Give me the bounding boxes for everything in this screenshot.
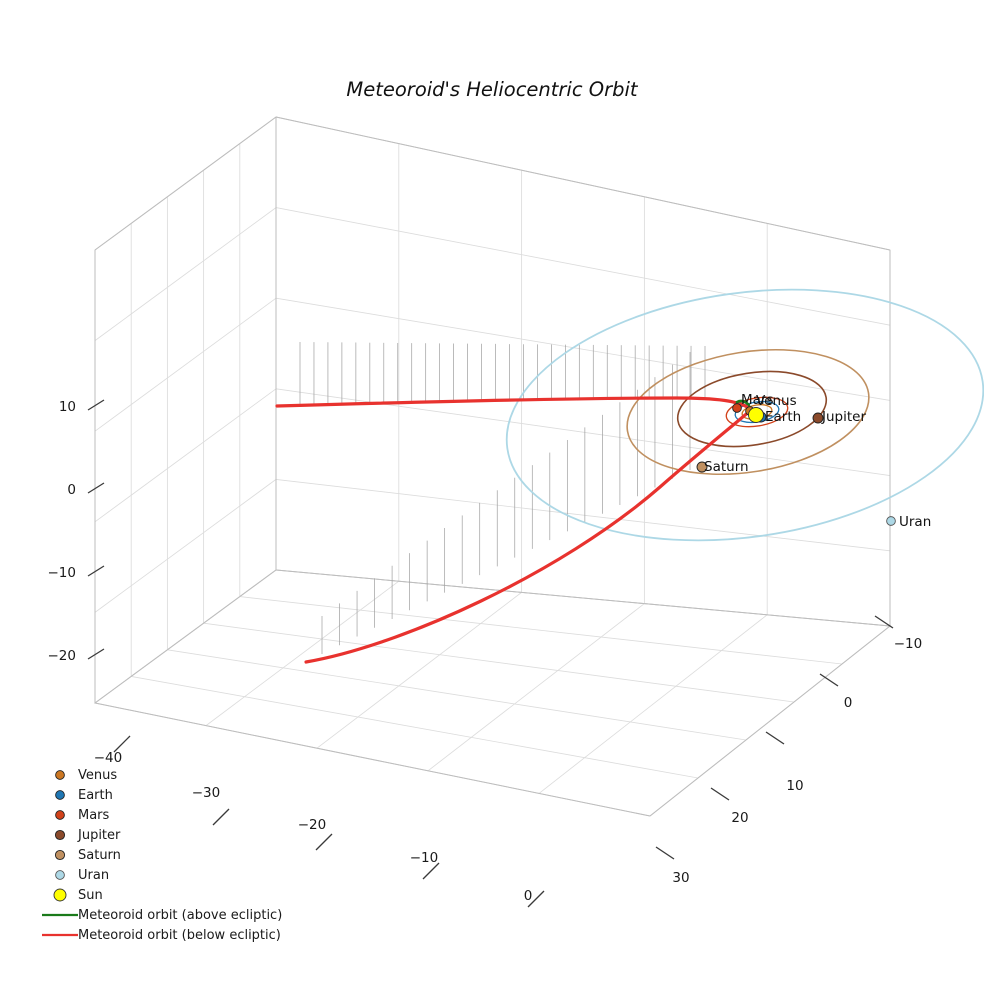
legend-label: Mars: [78, 808, 110, 823]
y-tick-label: 10: [786, 778, 803, 794]
celestial-body-sun: [748, 407, 764, 423]
z-tick-label: 0: [67, 482, 76, 498]
legend-marker-icon: [55, 770, 65, 780]
legend: Venus Earth Mars Jupiter Saturn Uran Sun Meteor…: [42, 768, 282, 943]
orbit-ellipse: [626, 348, 870, 476]
celestial-body-saturn: Saturn: [696, 459, 749, 475]
y-tick-label: 30: [672, 870, 689, 886]
legend-item[interactable]: Meteoroid orbit (above ecliptic): [42, 908, 282, 923]
x-tick-label: −10: [410, 850, 439, 866]
z-tick-label: −10: [48, 565, 77, 581]
legend-label: Meteoroid orbit (below ecliptic): [78, 928, 281, 943]
legend-marker-icon: [53, 888, 67, 902]
legend-marker-icon: [54, 829, 66, 841]
legend-label: Earth: [78, 788, 113, 803]
legend-label: Venus: [78, 768, 117, 783]
pane-right-wall: [275, 116, 891, 627]
saturn-label: Saturn: [704, 459, 749, 475]
orbit-ellipse: [505, 288, 984, 542]
pane-left-wall: [94, 116, 277, 704]
jupiter-marker: [812, 412, 824, 424]
mars-marker: [732, 403, 742, 413]
grid-lines: [94, 143, 891, 794]
legend-label: Uran: [78, 868, 109, 883]
celestial-body-jupiter: Jupiter: [812, 409, 866, 425]
legend-marker-icon: [55, 790, 65, 800]
legend-marker-icon: [54, 849, 66, 861]
saturn-marker: [696, 461, 708, 473]
jupiter-label: Jupiter: [821, 409, 866, 425]
axes-3d-box: [87, 116, 894, 908]
venus-label: Venus: [756, 393, 797, 409]
axis-spines: [94, 116, 891, 817]
legend-marker-icon: [55, 810, 65, 820]
legend-label: Saturn: [78, 848, 121, 863]
mars-label: Mars: [741, 392, 774, 408]
legend-item[interactable]: Venus: [55, 768, 118, 783]
z-tick-label: 10: [59, 399, 76, 415]
legend-item[interactable]: Uran: [55, 868, 109, 883]
axis-tick-labels: 10 0 −10 −20 −40 −30 −20 −10 0 −10 0 10 20 30: [48, 399, 923, 904]
x-tick-label: −20: [298, 817, 327, 833]
legend-label: Meteoroid orbit (above ecliptic): [78, 908, 282, 923]
pane-floor: [93, 569, 892, 817]
x-tick-label: −30: [192, 785, 221, 801]
y-tick-label: 20: [731, 810, 748, 826]
legend-item[interactable]: Mars: [55, 808, 110, 823]
legend-label: Jupiter: [77, 828, 121, 843]
celestial-body-mars: Mars: [732, 392, 774, 413]
meteoroid-drop-lines: [299, 342, 706, 654]
x-tick-label: −40: [94, 750, 123, 766]
legend-item[interactable]: Jupiter: [54, 828, 121, 843]
earth-label: Earth: [765, 409, 801, 425]
y-tick-label: −10: [894, 636, 923, 652]
legend-item[interactable]: Meteoroid orbit (below ecliptic): [42, 928, 281, 943]
celestial-body-uran: Uran: [886, 514, 931, 530]
page-title: Meteoroid's Heliocentric Orbit: [346, 78, 639, 101]
legend-item[interactable]: Saturn: [54, 848, 121, 863]
orbit-ellipse: [676, 370, 828, 448]
orbit-ellipse: [725, 396, 789, 428]
legend-item[interactable]: Earth: [55, 788, 113, 803]
sun-marker: [748, 407, 764, 423]
x-tick-label: 0: [524, 888, 533, 904]
meteoroid-path-above-ecliptic: [735, 399, 751, 407]
axis-tick-marks: [87, 399, 894, 908]
uran-marker: [886, 516, 896, 526]
meteoroid-path-below-ecliptic-outbound: [304, 408, 753, 664]
legend-label: Sun: [78, 888, 103, 903]
meteoroid-path-below-ecliptic-inbound: [275, 396, 751, 410]
z-tick-label: −20: [48, 648, 77, 664]
legend-marker-icon: [55, 870, 65, 880]
meteoroid-trajectory: [275, 396, 753, 664]
y-tick-label: 0: [844, 695, 853, 711]
legend-item[interactable]: Sun: [53, 888, 103, 903]
uran-label: Uran: [899, 514, 931, 530]
